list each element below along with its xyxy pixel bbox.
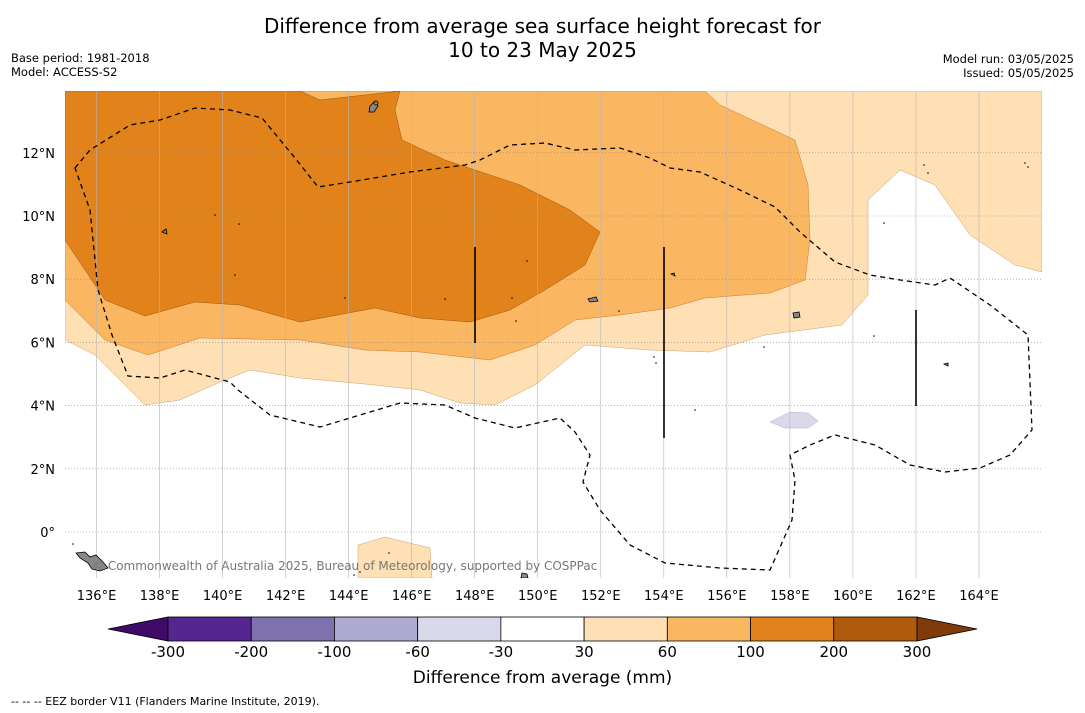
x-tick-label: 160°E: [833, 589, 873, 604]
island-6: [669, 272, 676, 277]
issued-date: Issued: 05/05/2025: [963, 66, 1074, 80]
model-run: Model run: 03/05/2025: [942, 52, 1074, 66]
y-tick-label: 10°N: [22, 210, 55, 225]
colorbar-segment: [583, 616, 668, 642]
colorbar-label: 300: [902, 643, 932, 661]
x-tick-label: 152°E: [581, 589, 621, 604]
dot-8: [234, 274, 236, 276]
colorbar-label: -200: [234, 643, 269, 661]
y-tick-label: 4°N: [31, 400, 56, 415]
dot-19: [694, 409, 696, 411]
dot-17: [653, 356, 655, 358]
x-axis-ticks: 136°E 138°E 140°E 142°E 144°E 146°E 148°E 150°E…: [77, 589, 999, 604]
dot-14: [618, 310, 620, 312]
colorbar-segment: [167, 616, 252, 642]
title-line-1: Difference from average sea surface heig…: [263, 14, 822, 38]
model-name: Model: ACCESS-S2: [11, 65, 118, 79]
colorbar-segment: [500, 616, 585, 642]
title-line-2: 10 to 23 May 2025: [448, 38, 637, 62]
copyright-text: © Commonwealth of Australia 2025, Bureau…: [92, 559, 597, 573]
x-tick-label: 148°E: [455, 589, 495, 604]
y-tick-label: 0°: [40, 526, 55, 541]
colorbar-segment: [750, 616, 835, 642]
colorbar-segment: [250, 616, 335, 642]
colorbar-label: 30: [574, 643, 594, 661]
x-tick-label: 140°E: [203, 589, 243, 604]
colorbar-label: 60: [657, 643, 677, 661]
dot-3: [1024, 162, 1026, 164]
dot-10: [444, 298, 446, 300]
dot-9: [344, 297, 346, 299]
dot-15: [873, 335, 875, 337]
dot-23: [72, 543, 74, 545]
eez-footnote: -- -- -- EEZ border V11 (Flanders Marine…: [11, 695, 320, 708]
colorbar-extend-high: [916, 616, 978, 642]
colorbar-label: 100: [736, 643, 765, 661]
x-tick-label: 144°E: [329, 589, 369, 604]
marker-lines: [474, 247, 917, 438]
dot-5: [883, 222, 885, 224]
x-tick-label: 142°E: [266, 589, 306, 604]
island-7: [520, 572, 529, 578]
map-area: © Commonwealth of Australia 2025, Bureau…: [65, 91, 1042, 578]
colorbar-label: 200: [819, 643, 849, 661]
x-tick-label: 146°E: [392, 589, 432, 604]
dot-13: [515, 320, 517, 322]
dot-11: [526, 260, 528, 262]
x-tick-label: 138°E: [140, 589, 180, 604]
dot-6: [238, 223, 240, 225]
colorbar-title: Difference from average (mm): [412, 668, 673, 688]
dot-1: [923, 164, 925, 166]
island-5: [942, 362, 949, 367]
island-2: [161, 228, 168, 235]
x-tick-label: 154°E: [644, 589, 684, 604]
y-tick-label: 2°N: [31, 463, 56, 478]
dot-18: [655, 362, 657, 364]
x-tick-label: 136°E: [77, 589, 117, 604]
contour-100-200: [65, 91, 601, 323]
colorbar: [107, 616, 978, 642]
y-tick-label: 8°N: [31, 273, 56, 288]
dot-20: [388, 552, 390, 554]
x-tick-label: 164°E: [959, 589, 999, 604]
y-axis-ticks: 12°N 10°N 8°N 6°N 4°N 2°N 0°: [22, 147, 55, 541]
x-tick-label: 150°E: [518, 589, 558, 604]
meta-right: Model run: 03/05/2025 Issued: 05/05/2025: [943, 52, 1074, 80]
map-title: Difference from average sea surface heig…: [0, 14, 1085, 62]
colorbar-segment: [666, 616, 751, 642]
contour-small-patch: [357, 536, 433, 578]
graticule: [65, 91, 1042, 578]
small-dots: [72, 162, 1029, 576]
island-3: [587, 296, 599, 303]
dot-16: [763, 346, 765, 348]
x-tick-label: 162°E: [896, 589, 936, 604]
base-period: Base period: 1981-2018: [11, 51, 150, 65]
y-tick-label: 6°N: [31, 336, 56, 351]
colorbar-segment: [833, 616, 918, 642]
x-tick-label: 156°E: [707, 589, 747, 604]
meta-left: Base period: 1981-2018 Model: ACCESS-S2: [11, 51, 150, 79]
dot-7: [214, 214, 216, 216]
eez-border: [74, 107, 1033, 571]
colorbar-segment: [334, 616, 419, 642]
colorbar-label: -60: [405, 643, 430, 661]
island-4: [792, 311, 801, 319]
colorbar-segment: [417, 616, 502, 642]
dot-22: [359, 571, 361, 573]
colorbar-extend-low: [107, 616, 169, 642]
island-1: [373, 100, 379, 106]
dot-21: [353, 574, 355, 576]
colorbar-label: -300: [150, 643, 186, 661]
colorbar-label: -100: [317, 643, 352, 661]
dot-2: [927, 172, 929, 174]
dot-12: [511, 297, 513, 299]
y-tick-label: 12°N: [22, 147, 55, 162]
islands: [75, 100, 949, 578]
island-png-west: [75, 551, 109, 572]
dot-4: [1027, 166, 1029, 168]
x-tick-label: 158°E: [770, 589, 810, 604]
colorbar-label: -30: [488, 643, 514, 661]
